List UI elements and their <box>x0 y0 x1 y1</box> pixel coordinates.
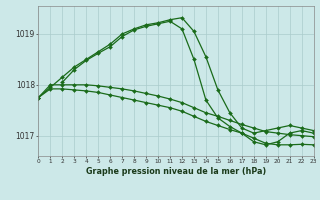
X-axis label: Graphe pression niveau de la mer (hPa): Graphe pression niveau de la mer (hPa) <box>86 167 266 176</box>
